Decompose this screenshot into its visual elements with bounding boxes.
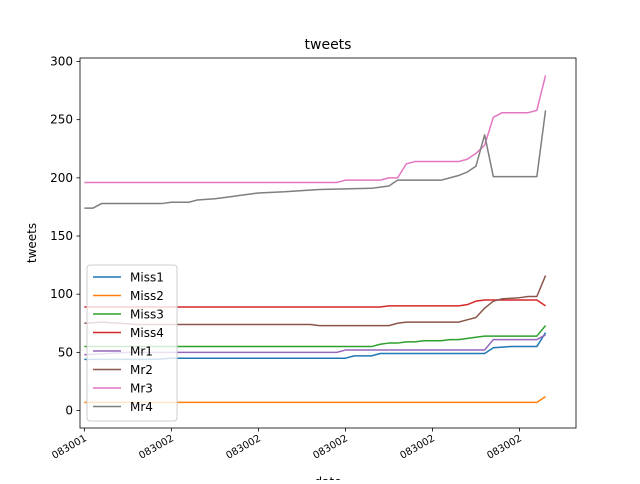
legend-label-miss3: Miss3 — [130, 308, 164, 322]
series-line-miss4 — [84, 299, 546, 308]
y-tick-label: 250 — [50, 113, 73, 127]
legend-box — [86, 264, 178, 422]
plot-area-frame — [79, 57, 577, 429]
x-axis-label: date — [314, 475, 341, 480]
y-tick-label: 100 — [50, 287, 73, 301]
series-line-miss2 — [84, 395, 546, 404]
legend-label-miss4: Miss4 — [130, 326, 164, 340]
legend-label-miss1: Miss1 — [130, 271, 164, 285]
legend-label-mr2: Mr2 — [130, 363, 153, 377]
legend-label-mr3: Mr3 — [130, 382, 153, 396]
y-tick-label: 150 — [50, 229, 73, 243]
series-line-mr3 — [84, 75, 547, 184]
series-line-miss3 — [84, 325, 547, 348]
chart-title: tweets — [305, 37, 352, 53]
y-tick-label: 200 — [50, 171, 73, 185]
legend-label-miss2: Miss2 — [130, 289, 164, 303]
y-axis-label: tweets — [25, 223, 39, 263]
y-tick-label: 0 — [65, 404, 73, 418]
y-tick-label: 300 — [50, 54, 73, 68]
legend-label-mr1: Mr1 — [130, 345, 153, 359]
legend-label-mr4: Mr4 — [130, 400, 153, 414]
y-tick-label: 50 — [58, 345, 73, 359]
series-line-mr4 — [84, 110, 547, 209]
legend: Miss1 Miss2 Miss3 Miss4 Mr1 Mr2 Mr3 Mr4 — [86, 264, 178, 422]
y-axis-ticks: 0 50 100 150 200 250 300 — [50, 54, 80, 418]
